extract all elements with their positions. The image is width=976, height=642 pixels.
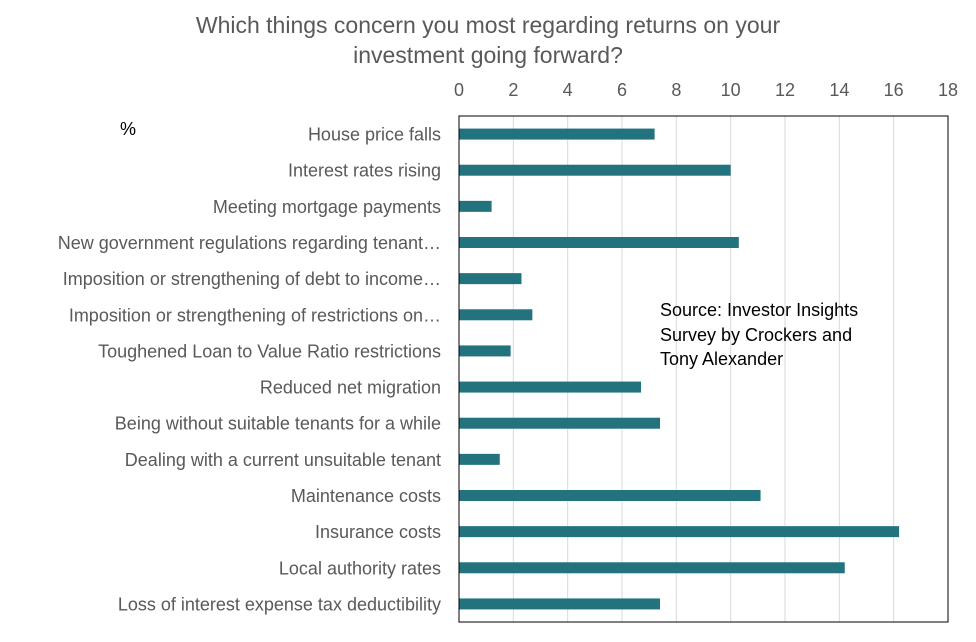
bar bbox=[459, 345, 511, 357]
chart-title-line-1: Which things concern you most regarding … bbox=[196, 12, 781, 38]
bar bbox=[459, 381, 642, 393]
x-tick-label: 10 bbox=[721, 80, 741, 100]
chart-title-line-2: investment going forward? bbox=[353, 42, 623, 68]
category-label: New government regulations regarding ten… bbox=[58, 233, 441, 253]
source-annotation-line-1: Source: Investor Insights bbox=[660, 300, 858, 320]
x-tick-label: 8 bbox=[671, 80, 681, 100]
plot-area-border bbox=[458, 115, 949, 623]
x-axis-ticks: 0 2 4 6 8 10 12 14 16 18 bbox=[454, 80, 958, 100]
category-label: Dealing with a current unsuitable tenant bbox=[125, 450, 441, 470]
bar bbox=[459, 309, 533, 321]
source-annotation-line-2: Survey by Crockers and bbox=[660, 325, 852, 345]
category-label: Local authority rates bbox=[279, 558, 441, 578]
category-label: Interest rates rising bbox=[288, 161, 441, 181]
bar bbox=[459, 128, 655, 140]
category-label: Loss of interest expense tax deductibili… bbox=[118, 594, 441, 614]
bar bbox=[459, 598, 661, 610]
bar bbox=[459, 417, 661, 429]
bars bbox=[459, 128, 900, 610]
gridlines bbox=[512, 116, 895, 622]
category-label: Insurance costs bbox=[315, 522, 441, 542]
bar bbox=[459, 526, 900, 538]
category-label: Maintenance costs bbox=[291, 486, 441, 506]
bar bbox=[459, 164, 731, 176]
category-label: Reduced net migration bbox=[260, 378, 441, 398]
x-tick-label: 18 bbox=[938, 80, 958, 100]
category-label: House price falls bbox=[308, 125, 441, 145]
category-label: Meeting mortgage payments bbox=[213, 197, 441, 217]
category-label: Being without suitable tenants for a whi… bbox=[115, 414, 441, 434]
category-label: Imposition or strengthening of debt to i… bbox=[63, 269, 441, 289]
bar bbox=[459, 562, 845, 574]
bar bbox=[459, 200, 492, 212]
x-tick-label: 16 bbox=[884, 80, 904, 100]
source-annotation-line-3: Tony Alexander bbox=[660, 349, 783, 369]
x-tick-label: 6 bbox=[617, 80, 627, 100]
unit-label: % bbox=[120, 119, 136, 139]
x-tick-label: 12 bbox=[775, 80, 795, 100]
category-label: Toughened Loan to Value Ratio restrictio… bbox=[98, 341, 441, 361]
x-tick-label: 14 bbox=[829, 80, 849, 100]
bar bbox=[459, 237, 739, 248]
category-label: Imposition or strengthening of restricti… bbox=[69, 305, 441, 325]
category-labels: House price falls Interest rates rising Me… bbox=[58, 125, 441, 615]
x-tick-label: 2 bbox=[508, 80, 518, 100]
bar bbox=[459, 453, 500, 465]
x-tick-label: 4 bbox=[563, 80, 573, 100]
bar bbox=[459, 273, 522, 285]
bar bbox=[459, 490, 761, 501]
x-tick-label: 0 bbox=[454, 80, 464, 100]
